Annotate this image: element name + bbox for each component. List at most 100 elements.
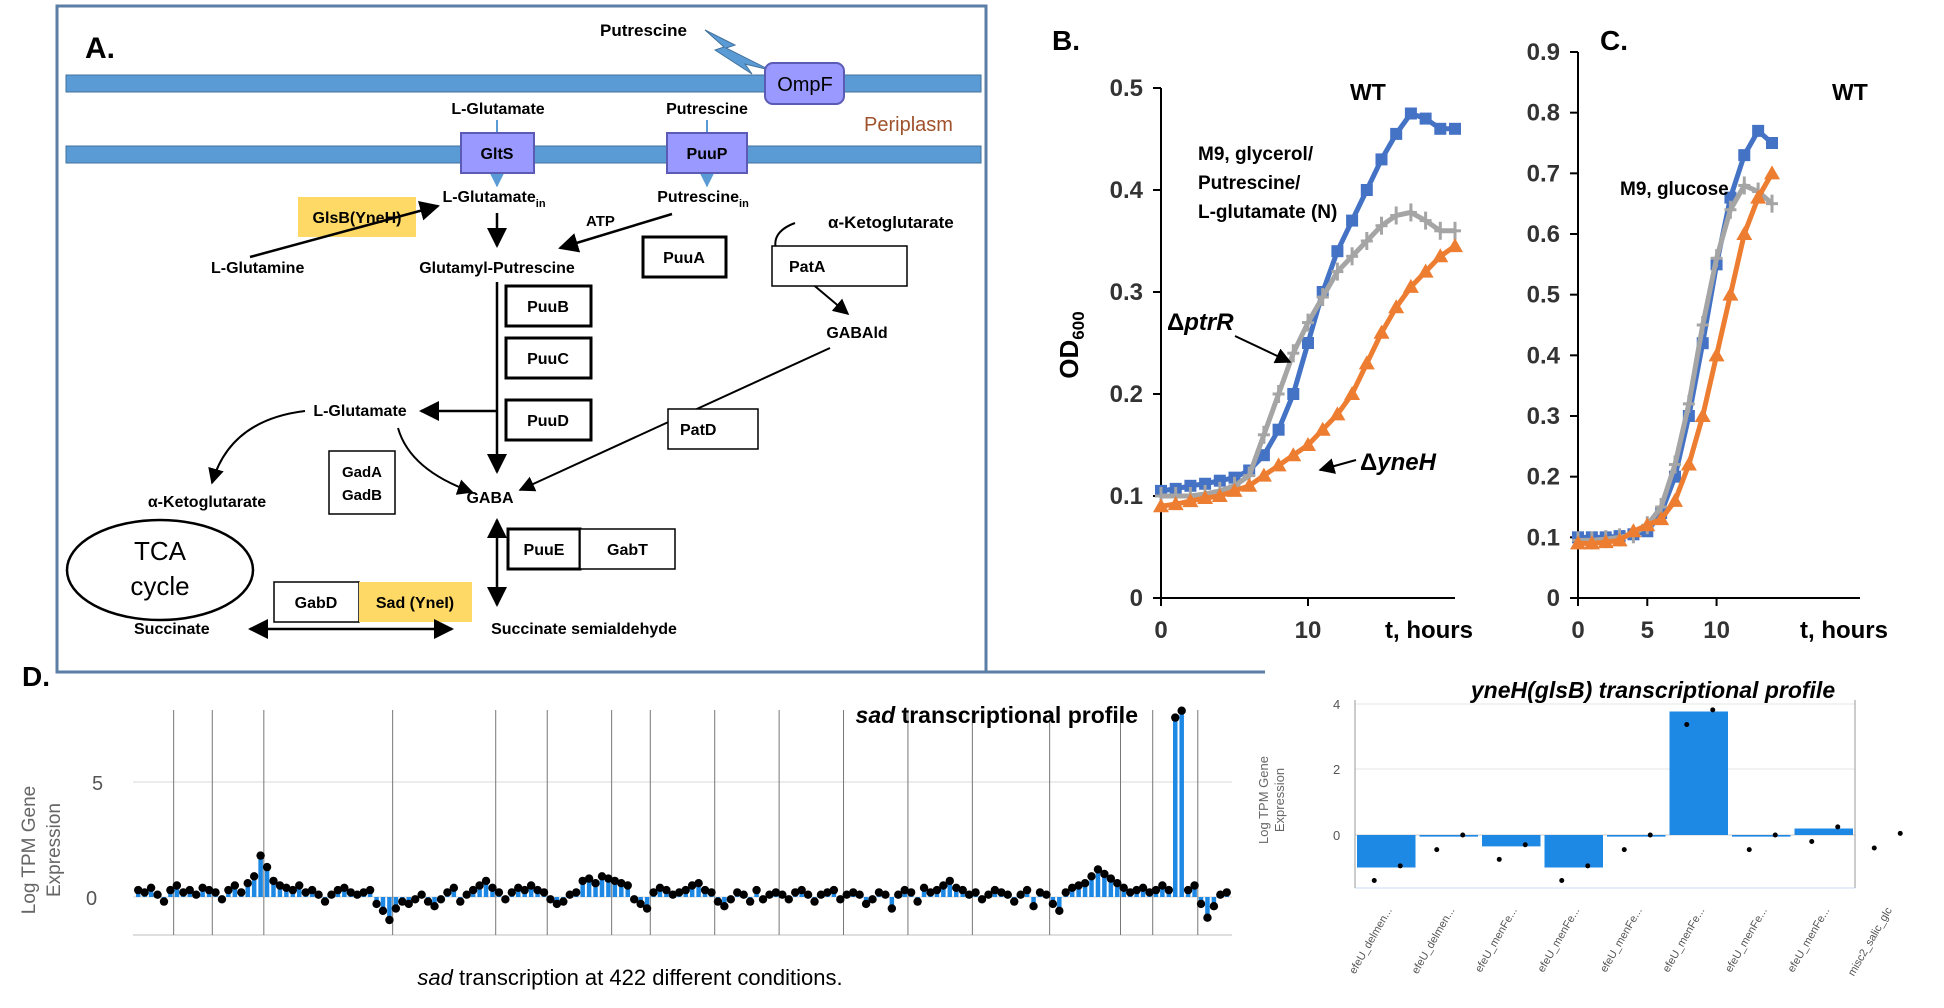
sad-point <box>829 885 839 895</box>
y-tick-label: 0.3 <box>1110 279 1143 306</box>
atp-label: ATP <box>586 213 615 230</box>
sad-point <box>256 851 265 860</box>
sad-point <box>926 888 935 897</box>
sad-point <box>1055 906 1064 915</box>
ompf-box <box>764 62 845 105</box>
sad-point <box>191 890 201 899</box>
sad-point <box>539 888 549 897</box>
yneh-bar <box>1607 835 1666 837</box>
sad-point <box>1087 872 1096 881</box>
yneh-point <box>1373 324 1390 339</box>
wt-point <box>1375 153 1388 166</box>
yneh-point <box>1329 406 1346 421</box>
series-line-0 <box>1160 110 1455 494</box>
sad-point <box>597 872 607 881</box>
y-tick-label: 0 <box>1547 585 1560 612</box>
sad-point <box>971 888 980 897</box>
putrescine-in: Putrescinein <box>657 189 749 210</box>
sad-point <box>919 883 929 892</box>
yneh-point <box>1625 523 1642 538</box>
yneh-bar <box>1669 711 1728 835</box>
yneh-point <box>1226 482 1243 497</box>
sad-point <box>237 888 246 897</box>
arrow-glu-gaba <box>397 427 474 495</box>
sad-point <box>1029 902 1038 911</box>
puup-box <box>666 132 748 174</box>
sad-ytick-5: 5 <box>92 773 103 795</box>
sad-point <box>687 881 697 890</box>
sad-point <box>1177 706 1186 715</box>
sad-point <box>1016 890 1025 899</box>
sad-point <box>146 883 156 892</box>
yneh-point <box>1597 534 1614 549</box>
sad-point <box>346 888 355 897</box>
yneh-point <box>1417 263 1434 278</box>
wt-point <box>1213 474 1226 487</box>
sad-point <box>1048 899 1058 909</box>
sad-point <box>894 890 903 899</box>
sad-point <box>204 885 214 895</box>
y-tick-label: 0.8 <box>1527 100 1560 127</box>
outer-membrane <box>65 74 982 93</box>
sad-point <box>552 899 562 909</box>
sad-point <box>372 899 381 909</box>
sad-point <box>887 904 897 913</box>
sad-point <box>417 890 426 899</box>
wt-point <box>1272 423 1285 436</box>
sad-point <box>758 895 768 904</box>
yneh-chart: yneH(glsB) transcriptional profile 4 2 0… <box>1256 677 1903 978</box>
sad-point <box>1061 888 1070 897</box>
sad-point <box>275 881 285 890</box>
sad-point <box>642 904 652 913</box>
yneh-point <box>1653 511 1670 526</box>
yneh-point <box>1432 248 1449 263</box>
sad-point <box>945 876 955 886</box>
sad-point <box>855 890 864 899</box>
arrow-put-gp <box>558 212 673 253</box>
gabt-box <box>579 528 676 570</box>
sad-point <box>365 885 375 895</box>
sad-point <box>1209 902 1219 911</box>
sad-point <box>243 879 252 888</box>
yneh-point <box>1300 437 1316 451</box>
sad-point <box>533 885 542 895</box>
yneh-point <box>1270 457 1287 472</box>
sad-point <box>475 881 484 890</box>
sad-point <box>481 876 491 886</box>
sad-point <box>1183 885 1193 895</box>
sad-point <box>752 885 761 895</box>
yneh-x-label: efeU_delmen... <box>1347 906 1395 977</box>
sad-point <box>733 888 742 897</box>
sad-point <box>1022 885 1032 895</box>
yneh-bar <box>1794 828 1853 835</box>
sad-point <box>436 895 446 904</box>
gada-label: GadA <box>342 464 382 481</box>
panel-b-xlabel: t, hours <box>1385 617 1473 644</box>
yneh-x-label: efeU_menFe... <box>1598 906 1645 975</box>
yneh-ylabel-1: Log TPM Gene <box>1256 756 1271 844</box>
sad-point <box>816 890 826 899</box>
panel-c-label: C. <box>1600 25 1628 56</box>
panel-b-label: B. <box>1052 25 1080 56</box>
sad-point <box>494 888 504 897</box>
panel-c-wt: WT <box>1832 79 1868 105</box>
yneh-x-label: efeU_delmen... <box>1410 906 1458 977</box>
sad-point <box>668 890 678 899</box>
wt-point <box>1331 245 1344 258</box>
sad-point <box>906 888 916 897</box>
yneh-point <box>1736 226 1753 240</box>
sad-caption: sad transcription at 422 different condi… <box>417 965 842 990</box>
yneh-point <box>1871 845 1877 851</box>
sad-point <box>449 883 459 892</box>
sad-point <box>1171 713 1180 722</box>
x-tick-label: 5 <box>1641 617 1654 644</box>
sad-point <box>861 899 871 909</box>
sad-point <box>159 897 169 906</box>
sad-point <box>1042 890 1051 899</box>
wt-point <box>1302 337 1314 349</box>
puup-label: PuuP <box>687 146 728 163</box>
sad-point <box>249 872 259 881</box>
puud-label: PuuD <box>527 413 569 430</box>
sad-point <box>333 885 343 895</box>
sad-point <box>578 876 587 886</box>
